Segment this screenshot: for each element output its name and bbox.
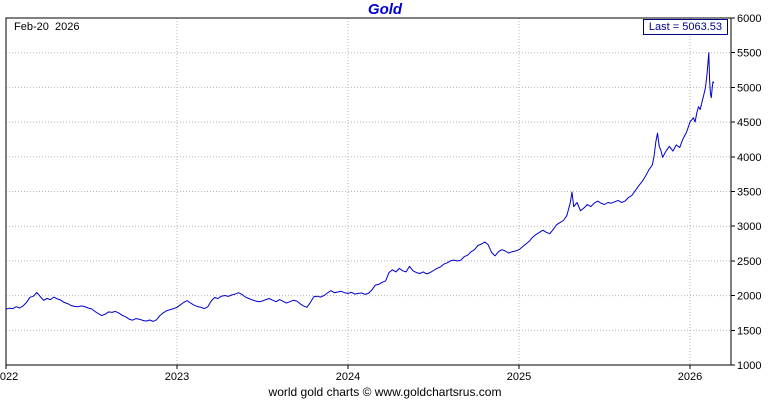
x-axis-label: 2023 [165, 371, 189, 383]
y-axis-label: 1500 [737, 325, 761, 337]
y-axis-label: 2000 [737, 291, 761, 303]
plot-border [5, 17, 732, 366]
y-axis-label: 3500 [737, 187, 761, 199]
chart-title: Gold [367, 1, 403, 18]
y-axis-label: 3000 [737, 221, 761, 233]
x-axis-label: 2025 [507, 371, 531, 383]
footer-caption: world gold charts © www.goldchartsrus.co… [268, 385, 502, 399]
chart-date-label: Feb-20 2026 [14, 21, 80, 33]
x-axis-label: 2024 [336, 371, 360, 383]
y-axis-label: 5000 [737, 82, 761, 94]
y-axis-label: 6000 [737, 13, 761, 25]
price-line [5, 52, 715, 322]
y-axis-label: 4500 [737, 117, 761, 129]
y-axis-label: 4000 [737, 152, 761, 164]
x-axis-label: 2026 [678, 371, 702, 383]
last-value-box: Last = 5063.53 [642, 19, 728, 35]
y-axis-label: 2500 [737, 256, 761, 268]
y-axis-label: 1000 [737, 360, 761, 372]
y-axis-label: 5500 [737, 48, 761, 60]
last-value-label: Last = 5063.53 [648, 21, 722, 33]
x-axis-label: 2022 [0, 371, 18, 383]
